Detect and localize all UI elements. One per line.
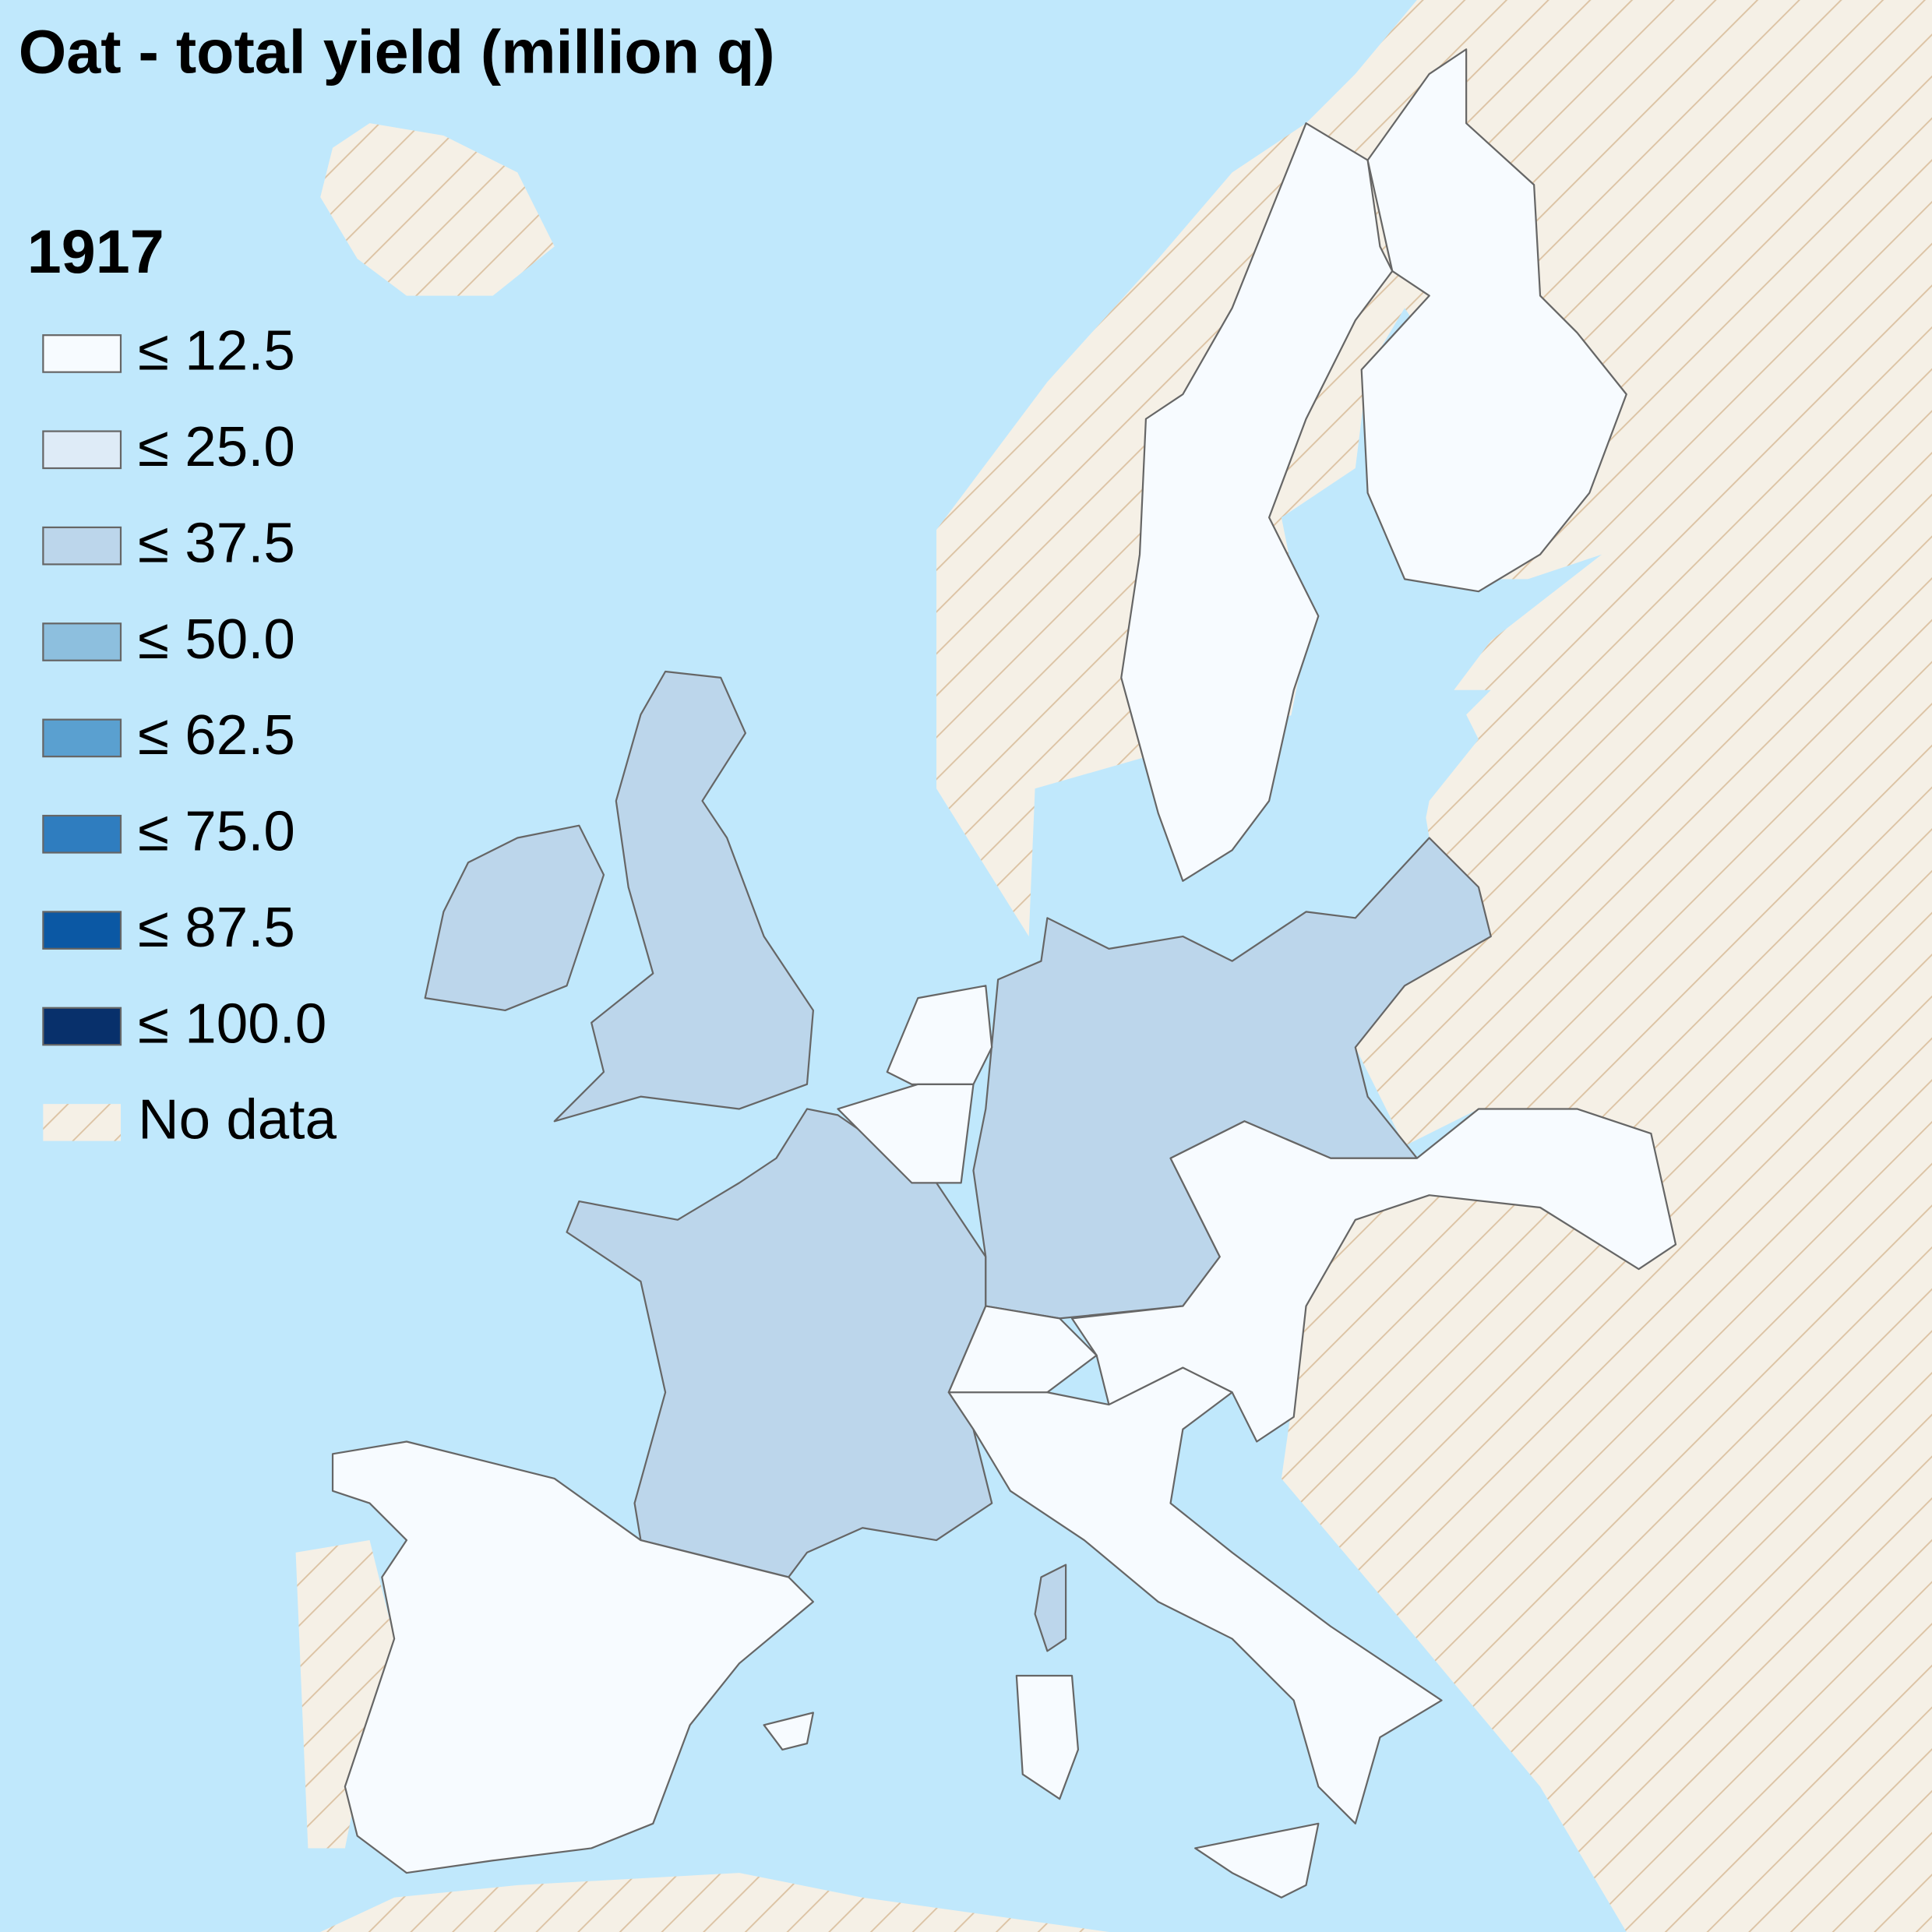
region [553,670,814,1123]
region [763,1712,814,1751]
region [837,1083,975,1184]
legend-swatch [42,1007,122,1046]
region [424,824,605,1012]
legend-label: ≤ 75.0 [138,800,295,863]
legend-label: ≤ 37.5 [138,511,295,574]
region [1070,1108,1677,1443]
legend-swatch [42,334,122,373]
region [1034,1564,1067,1652]
legend-label: ≤ 87.5 [138,896,295,959]
legend: ≤ 12.5 ≤ 25.0 ≤ 37.5 ≤ 50.0 ≤ 62.5 ≤ 75.0 ≤ 87… [42,319,337,1151]
legend-swatch [42,430,122,470]
legend-label: ≤ 50.0 [138,608,295,671]
legend-swatch [42,814,122,854]
legend-swatch [42,911,122,950]
legend-swatch [43,1104,121,1141]
legend-swatch [42,622,122,661]
baltic-sea [1084,308,1602,961]
legend-title: 1917 [27,217,164,286]
legend-label: ≤ 62.5 [138,703,295,767]
legend-label: ≤ 100.0 [138,992,326,1055]
region [331,1440,814,1874]
legend-label: No data [138,1088,337,1151]
region [1015,1674,1080,1800]
legend-swatch [42,718,122,758]
legend-label: ≤ 25.0 [138,415,295,478]
legend-label: ≤ 12.5 [138,319,295,383]
countries [331,48,1677,1899]
map-title: Oat - total yield (million q) [19,17,775,86]
legend-swatch [42,526,122,566]
region [1194,1822,1320,1899]
region [947,1366,1443,1824]
region [1360,48,1627,593]
region [1120,122,1394,882]
